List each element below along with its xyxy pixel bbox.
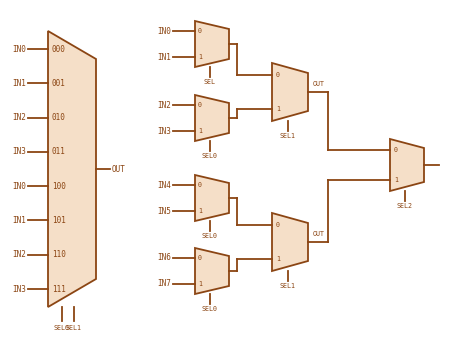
Text: IN4: IN4 [157, 180, 171, 190]
Text: SEL1: SEL1 [280, 283, 296, 289]
Text: SEL: SEL [204, 79, 216, 85]
Text: 0: 0 [276, 222, 280, 228]
Text: 100: 100 [52, 182, 66, 191]
Polygon shape [390, 139, 424, 191]
Text: 0: 0 [276, 72, 280, 78]
Text: 1: 1 [394, 177, 398, 183]
Text: IN2: IN2 [157, 100, 171, 109]
Text: 1: 1 [198, 208, 202, 214]
Text: 110: 110 [52, 250, 66, 259]
Text: SEL1: SEL1 [66, 325, 82, 331]
Text: OUT: OUT [112, 164, 126, 174]
Text: IN1: IN1 [12, 216, 26, 225]
Text: IN2: IN2 [12, 113, 26, 122]
Polygon shape [195, 248, 229, 294]
Text: 1: 1 [198, 54, 202, 60]
Text: 0: 0 [198, 102, 202, 108]
Text: IN7: IN7 [157, 279, 171, 288]
Text: 1: 1 [276, 256, 280, 262]
Text: 1: 1 [276, 106, 280, 112]
Text: IN0: IN0 [157, 26, 171, 36]
Text: SEL0: SEL0 [202, 233, 218, 239]
Text: IN5: IN5 [157, 206, 171, 216]
Polygon shape [272, 213, 308, 271]
Text: SEL2: SEL2 [397, 203, 413, 209]
Polygon shape [195, 175, 229, 221]
Text: 1: 1 [198, 281, 202, 287]
Text: SEL0: SEL0 [202, 153, 218, 159]
Text: IN0: IN0 [12, 182, 26, 191]
Text: IN3: IN3 [157, 126, 171, 136]
Text: IN6: IN6 [157, 254, 171, 262]
Polygon shape [272, 63, 308, 121]
Text: 0: 0 [198, 182, 202, 188]
Polygon shape [195, 95, 229, 141]
Text: IN1: IN1 [12, 79, 26, 88]
Text: IN3: IN3 [12, 147, 26, 156]
Text: IN3: IN3 [12, 284, 26, 294]
Text: IN2: IN2 [12, 250, 26, 259]
Text: IN1: IN1 [157, 53, 171, 61]
Text: 0: 0 [198, 255, 202, 261]
Text: SEL1: SEL1 [280, 133, 296, 139]
Text: 111: 111 [52, 284, 66, 294]
Text: SEL0: SEL0 [54, 325, 70, 331]
Text: 0: 0 [198, 28, 202, 34]
Text: 1: 1 [198, 128, 202, 134]
Text: 000: 000 [52, 44, 66, 54]
Text: 010: 010 [52, 113, 66, 122]
Text: 001: 001 [52, 79, 66, 88]
Polygon shape [48, 31, 96, 307]
Text: 101: 101 [52, 216, 66, 225]
Text: 011: 011 [52, 147, 66, 156]
Text: SEL0: SEL0 [202, 306, 218, 312]
Text: IN0: IN0 [12, 44, 26, 54]
Text: OUT: OUT [313, 231, 325, 237]
Polygon shape [195, 21, 229, 67]
Text: OUT: OUT [313, 81, 325, 87]
Text: 0: 0 [394, 147, 398, 153]
